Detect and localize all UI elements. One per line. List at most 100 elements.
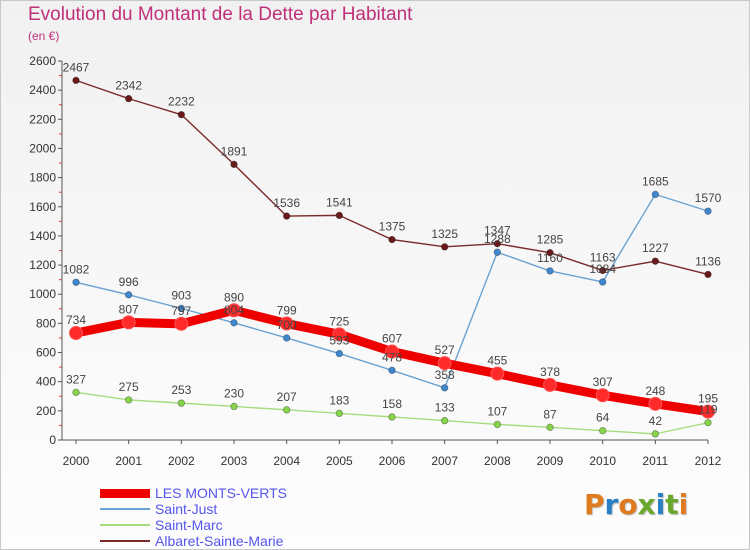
data-point (230, 160, 238, 169)
proxiti-logo: Proxiti (584, 488, 688, 521)
series-labels: 1082 996 903 804 700 593 478 358 1288 1160 1084 168… (63, 60, 722, 427)
logo-letter: x (637, 488, 656, 521)
x-tick-label: 2001 (115, 454, 142, 468)
legend: LES MONTS-VERTS Saint-Just Saint-Marc Albar… (100, 485, 360, 549)
x-tick-label: 2010 (589, 454, 616, 468)
data-point (546, 248, 554, 257)
data-label: 1084 (589, 262, 616, 276)
data-point (230, 402, 238, 411)
y-tick-label: 2200 (29, 112, 56, 126)
data-point (490, 366, 505, 381)
data-label: 890 (224, 290, 244, 304)
data-label: 996 (119, 275, 139, 289)
data-label: 478 (382, 350, 402, 364)
data-label: 1536 (273, 196, 300, 210)
data-point (72, 76, 80, 85)
data-point (124, 396, 133, 404)
data-point (177, 304, 186, 313)
x-tick-label: 2011 (642, 454, 668, 468)
data-label: 158 (382, 397, 402, 411)
data-point (388, 235, 396, 244)
legend-item: Albaret-Sainte-Marie (100, 533, 360, 549)
logo-letter: P (584, 488, 605, 521)
data-point (440, 384, 449, 392)
series-markers (69, 76, 715, 438)
data-point (174, 316, 189, 331)
data-point (72, 388, 80, 397)
data-label: 307 (593, 375, 613, 389)
data-label: 2467 (63, 60, 90, 74)
data-label: 455 (487, 354, 507, 368)
x-tick-label: 2008 (484, 454, 511, 468)
data-point (69, 326, 83, 341)
data-point (598, 426, 607, 435)
data-point (124, 94, 133, 103)
data-label: 1288 (484, 232, 511, 246)
legend-item: Saint-Marc (100, 517, 360, 533)
data-label: 133 (435, 401, 455, 415)
data-point (493, 239, 502, 248)
data-point (335, 349, 344, 358)
data-point (440, 416, 449, 425)
data-label: 87 (543, 407, 557, 421)
legend-label: Saint-Marc (155, 517, 223, 533)
data-label: 593 (329, 334, 349, 348)
logo-letter: r (604, 488, 619, 521)
data-point (227, 303, 241, 318)
data-point (121, 315, 136, 330)
data-label: 725 (329, 314, 349, 328)
data-point (388, 413, 396, 421)
x-tick-label: 2003 (221, 454, 248, 468)
data-point (388, 366, 396, 375)
data-point (651, 190, 660, 199)
data-label: 64 (596, 411, 610, 425)
data-point (124, 291, 133, 299)
data-point (704, 207, 712, 215)
y-tick-label: 2400 (29, 83, 56, 97)
x-tick-label: 2004 (273, 454, 300, 468)
data-point (332, 327, 347, 342)
data-label: 378 (540, 365, 560, 379)
data-label: 903 (171, 288, 191, 302)
x-tick-label: 2005 (326, 454, 353, 468)
logo-letter: t (665, 488, 679, 521)
y-tick-label: 400 (36, 375, 56, 389)
data-label: 1285 (537, 233, 564, 247)
data-point (598, 266, 607, 275)
series-line-albaret-sainte-marie (75, 79, 709, 276)
data-point (493, 420, 502, 429)
data-point (704, 418, 712, 427)
data-point (651, 430, 660, 438)
data-point (651, 257, 660, 265)
data-label: 1136 (695, 254, 721, 268)
y-tick-label: 1200 (29, 258, 56, 272)
y-tick-label: 1600 (29, 200, 56, 214)
data-point (440, 243, 449, 251)
chart-title: Evolution du Montant de la Dette par Hab… (28, 4, 413, 25)
data-point (546, 267, 554, 275)
x-tick-label: 2006 (379, 454, 406, 468)
data-label: 275 (119, 380, 139, 394)
data-label: 797 (171, 304, 191, 318)
data-label: 1541 (326, 195, 353, 209)
data-label: 42 (649, 414, 663, 428)
data-point (543, 377, 557, 392)
data-label: 607 (382, 332, 402, 346)
data-label: 2342 (115, 79, 142, 93)
data-label: 107 (487, 404, 507, 418)
data-label: 1163 (590, 250, 616, 264)
data-label: 1375 (379, 220, 406, 234)
legend-label: LES MONTS-VERTS (155, 485, 287, 501)
data-label: 183 (329, 393, 349, 407)
data-point (648, 396, 663, 411)
data-label: 1685 (642, 174, 669, 188)
data-point (385, 344, 399, 359)
data-label: 804 (224, 303, 244, 317)
data-label: 358 (435, 368, 455, 382)
chart-subtitle: (en €) (28, 29, 60, 43)
data-point (493, 248, 502, 256)
data-label: 207 (277, 390, 297, 404)
legend-item: LES MONTS-VERTS (100, 485, 360, 501)
data-label: 230 (224, 386, 244, 400)
